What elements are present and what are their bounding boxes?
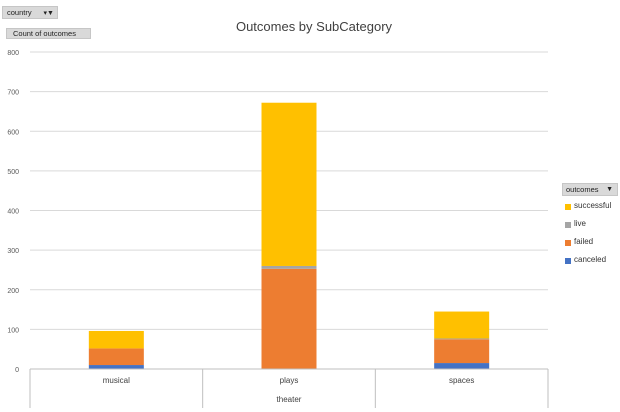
legend-swatch	[565, 204, 571, 210]
bar-segment-failed	[261, 268, 317, 369]
legend-label: successful	[574, 201, 612, 210]
bar-segment-live	[261, 265, 317, 269]
y-tick-label: 400	[7, 209, 19, 216]
legend-swatch	[565, 222, 571, 228]
chart-title: Outcomes by SubCategory	[236, 19, 393, 34]
y-tick-label: 0	[15, 367, 19, 374]
legend-item-failed: failed	[565, 236, 617, 254]
legend-item-canceled: canceled	[565, 254, 617, 272]
outcomes-filter-button[interactable]: outcomes ▼	[562, 183, 618, 196]
country-filter-button[interactable]: country ▾▼	[2, 6, 58, 19]
bars	[88, 102, 490, 369]
legend-field-label: outcomes	[566, 185, 599, 194]
x-tick-label: musical	[103, 376, 130, 385]
y-tick-label: 800	[7, 50, 19, 57]
legend-label: canceled	[574, 255, 607, 264]
y-tick-label: 600	[7, 129, 19, 136]
y-tick-label: 200	[7, 288, 19, 295]
bar-segment-successful	[88, 330, 144, 349]
bar-segment-canceled	[434, 363, 490, 369]
bar-segment-successful	[261, 102, 317, 266]
count-of-outcomes-button[interactable]: Count of outcomes	[6, 28, 91, 39]
legend-item-live: live	[565, 218, 617, 236]
x-tick-label: plays	[280, 376, 299, 385]
y-axis-ticks: 0 100 200 300 400 500 600 700 800	[7, 50, 19, 374]
y-tick-label: 300	[7, 248, 19, 255]
y-tick-label: 500	[7, 169, 19, 176]
bar-segment-failed	[434, 339, 490, 364]
bar-segment-canceled	[88, 365, 144, 369]
bar-segment-live	[434, 338, 490, 340]
legend-label: failed	[574, 237, 594, 246]
y-tick-label: 700	[7, 90, 19, 97]
legend-item-successful: successful	[565, 200, 617, 218]
filter-dropdown-icon: ▾▼	[43, 10, 54, 17]
country-filter-label: country	[7, 8, 32, 17]
y-tick-label: 100	[7, 327, 19, 334]
x-axis-group-label: theater	[277, 395, 302, 404]
legend-swatch	[565, 240, 571, 246]
chevron-down-icon: ▼	[606, 186, 613, 193]
legend-swatch	[565, 258, 571, 264]
x-tick-label: spaces	[449, 376, 474, 385]
legend: successful live failed canceled	[565, 200, 617, 272]
bar-segment-failed	[88, 348, 144, 366]
bar-segment-successful	[434, 311, 490, 339]
values-field-label: Count of outcomes	[13, 29, 76, 38]
x-axis: musical plays spaces	[29, 368, 549, 408]
legend-label: live	[574, 219, 587, 228]
